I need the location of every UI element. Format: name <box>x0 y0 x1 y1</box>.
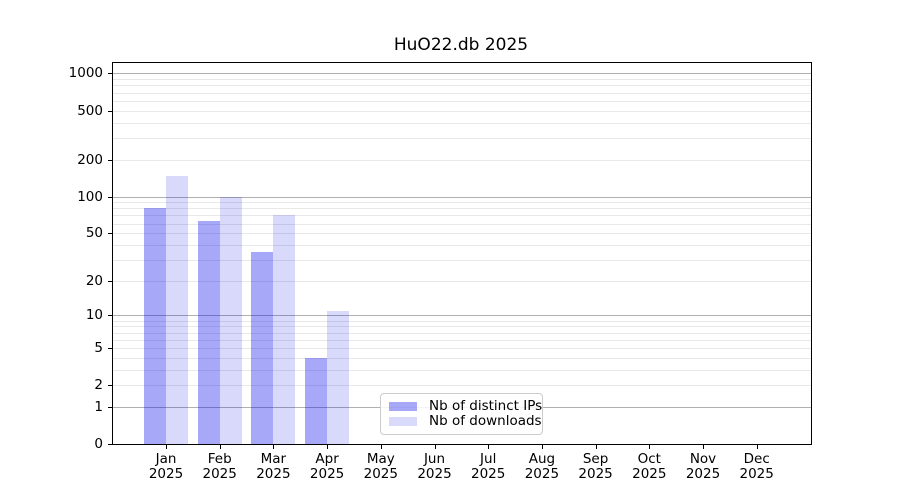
gridline-minor <box>113 244 811 246</box>
y-tick-label: 10 <box>85 307 103 324</box>
x-tick <box>273 445 275 449</box>
gridline-minor <box>113 137 811 139</box>
y-tick-label: 100 <box>77 188 103 205</box>
x-tick-label: Sep 2025 <box>578 451 613 482</box>
gridline-minor <box>113 208 811 210</box>
x-tick <box>541 445 543 449</box>
gridline-minor <box>113 347 811 349</box>
gridline-minor <box>113 223 811 225</box>
legend-swatch-downloads-icon <box>389 417 417 426</box>
x-tick <box>166 445 167 449</box>
gridline-minor <box>113 326 811 328</box>
y-tick-label: 500 <box>77 102 103 119</box>
y-tick <box>108 159 113 161</box>
x-tick <box>380 445 382 449</box>
gridline-minor <box>113 79 811 81</box>
bar-downloads-mar <box>273 215 296 444</box>
legend: Nb of distinct IPs Nb of downloads <box>380 393 543 435</box>
x-tick <box>219 445 221 449</box>
gridline-minor <box>113 320 811 322</box>
bar-distinct-ips-apr <box>305 357 328 444</box>
y-tick <box>108 110 113 112</box>
bar-distinct-ips-feb <box>197 220 220 444</box>
gridline-major <box>113 315 811 317</box>
gridline-minor <box>113 385 811 387</box>
gridline-minor <box>113 233 811 235</box>
x-tick-label: Oct 2025 <box>632 451 667 482</box>
y-tick-label: 1000 <box>68 65 103 82</box>
chart-title: HuO22.db 2025 <box>393 35 529 55</box>
bar-distinct-ips-jan <box>144 208 166 444</box>
x-tick <box>327 445 329 449</box>
x-tick <box>703 445 704 449</box>
y-tick <box>108 444 113 445</box>
gridline-minor <box>113 100 811 102</box>
gridline-minor <box>113 110 811 112</box>
x-tick-label: Nov 2025 <box>685 451 721 482</box>
gridline-minor <box>113 92 811 94</box>
y-tick <box>108 73 113 75</box>
y-tick-label: 20 <box>85 272 103 289</box>
x-tick <box>595 445 597 449</box>
x-tick <box>756 445 758 449</box>
x-tick-label: Jan 2025 <box>148 451 184 482</box>
gridline-minor <box>113 85 811 87</box>
x-tick <box>649 445 651 449</box>
legend-item-distinct-ips: Nb of distinct IPs <box>389 399 542 414</box>
gridline-major <box>113 196 811 198</box>
x-tick-label: Mar 2025 <box>256 451 291 482</box>
x-tick-label: Jun 2025 <box>417 451 452 482</box>
gridline-minor <box>113 280 811 282</box>
x-tick-label: Feb 2025 <box>202 451 237 482</box>
y-tick <box>108 233 113 235</box>
y-tick-label: 0 <box>94 436 103 452</box>
legend-label-distinct-ips: Nb of distinct IPs <box>429 398 543 414</box>
gridline-major <box>113 73 811 75</box>
y-tick <box>108 406 113 408</box>
x-tick-label: Aug 2025 <box>524 451 560 482</box>
y-tick <box>108 315 113 317</box>
x-tick-label: Dec 2025 <box>739 451 774 482</box>
x-tick <box>434 445 436 449</box>
y-tick-label: 5 <box>94 339 103 356</box>
legend-label-downloads: Nb of downloads <box>429 413 542 429</box>
y-tick-label: 1 <box>94 398 103 415</box>
y-tick-label: 200 <box>77 151 103 168</box>
bar-downloads-feb <box>219 196 242 444</box>
gridline-minor <box>113 332 811 334</box>
x-tick-label: Jul 2025 <box>471 451 506 482</box>
x-tick <box>488 445 490 449</box>
y-tick <box>108 347 113 349</box>
x-tick-label: May 2025 <box>363 451 398 482</box>
gridline-minor <box>113 369 811 371</box>
y-tick <box>108 280 113 282</box>
x-tick-label: Apr 2025 <box>309 451 345 482</box>
gridline-minor <box>113 357 811 359</box>
y-tick <box>108 196 113 198</box>
y-tick <box>108 385 113 387</box>
plot-area: Nb of distinct IPs Nb of downloads 0 1 2 5 1… <box>69 62 812 482</box>
bar-downloads-apr <box>327 310 350 444</box>
gridline-minor <box>113 122 811 124</box>
bar-downloads-jan <box>166 176 188 444</box>
gridline-minor <box>113 339 811 341</box>
gridline-minor <box>113 159 811 161</box>
gridline-minor <box>113 215 811 217</box>
bar-distinct-ips-mar <box>251 251 274 444</box>
legend-swatch-distinct-ips-icon <box>389 402 417 411</box>
y-tick-label: 2 <box>94 377 103 394</box>
y-tick-label: 50 <box>85 225 103 242</box>
legend-item-downloads: Nb of downloads <box>389 414 542 429</box>
gridline-minor <box>113 259 811 261</box>
gridline-minor <box>113 202 811 204</box>
